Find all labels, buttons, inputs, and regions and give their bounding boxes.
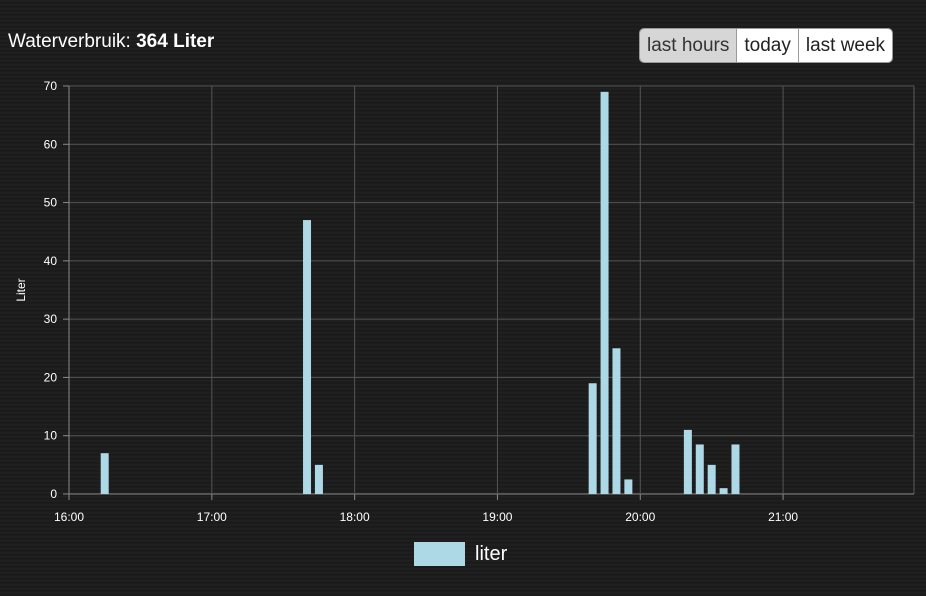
- bar: [600, 91, 609, 494]
- title-prefix: Waterverbruik:: [8, 31, 131, 52]
- bar: [683, 429, 692, 494]
- y-tick-label: 70: [44, 79, 58, 93]
- x-tick-label: 19:00: [482, 510, 512, 524]
- chart-title: Waterverbruik: 364 Liter: [8, 31, 214, 53]
- y-tick-label: 0: [50, 487, 57, 501]
- y-tick-label: 40: [44, 254, 58, 268]
- bar: [695, 444, 704, 494]
- last-week-button[interactable]: last week: [797, 29, 893, 62]
- bar: [719, 488, 728, 494]
- legend-swatch-liter: [414, 542, 465, 566]
- today-button[interactable]: today: [736, 29, 798, 62]
- total-consumption-value: 364 Liter: [136, 31, 215, 52]
- y-tick-label: 60: [44, 137, 58, 151]
- x-tick-label: 17:00: [197, 510, 227, 524]
- bar: [624, 479, 633, 494]
- x-tick-label: 20:00: [625, 510, 655, 524]
- bar: [612, 348, 621, 494]
- bar: [707, 464, 716, 494]
- x-tick-label: 18:00: [340, 510, 370, 524]
- range-selector: last hours today last week: [639, 28, 894, 63]
- y-tick-label: 20: [44, 370, 58, 384]
- bar: [588, 383, 597, 494]
- bar: [314, 464, 323, 494]
- legend: liter: [414, 542, 507, 566]
- bar: [303, 220, 312, 495]
- x-tick-label: 16:00: [54, 510, 84, 524]
- last-hours-button[interactable]: last hours: [640, 29, 737, 62]
- y-axis-label: Liter: [14, 278, 28, 301]
- y-tick-label: 50: [44, 196, 58, 210]
- bar: [100, 453, 109, 494]
- x-tick-label: 21:00: [768, 510, 798, 524]
- y-tick-label: 30: [44, 312, 58, 326]
- legend-label-liter: liter: [475, 542, 508, 565]
- y-tick-label: 10: [44, 429, 58, 443]
- bar: [731, 444, 740, 494]
